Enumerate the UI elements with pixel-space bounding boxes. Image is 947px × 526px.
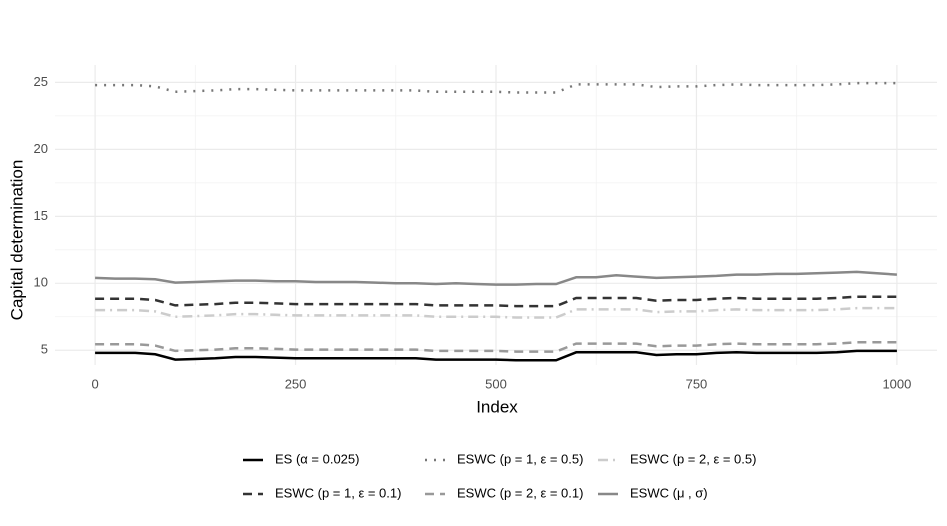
x-tick-label: 0 bbox=[91, 376, 98, 391]
x-tick-label: 500 bbox=[485, 376, 507, 391]
y-tick-label: 25 bbox=[34, 74, 48, 89]
series-line bbox=[95, 270, 897, 286]
x-tick-label: 750 bbox=[686, 376, 708, 391]
y-tick-label: 20 bbox=[34, 141, 48, 156]
y-axis-title: Capital determination bbox=[7, 160, 26, 321]
legend-label: ESWC (p = 2, ε = 0.1) bbox=[457, 485, 583, 500]
legend-label: ESWC (μ , σ) bbox=[630, 485, 708, 500]
x-tick-label: 250 bbox=[285, 376, 307, 391]
y-tick-label: 5 bbox=[41, 342, 48, 357]
x-tick-label: 1000 bbox=[882, 376, 911, 391]
series-line bbox=[95, 349, 897, 362]
series-line bbox=[95, 306, 897, 319]
legend-label: ES (α = 0.025) bbox=[275, 451, 359, 466]
y-tick-label: 10 bbox=[34, 275, 48, 290]
x-axis-title: Index bbox=[476, 397, 518, 416]
legend-label: ESWC (p = 1, ε = 0.1) bbox=[275, 485, 401, 500]
legend-label: ESWC (p = 2, ε = 0.5) bbox=[630, 451, 756, 466]
legend-label: ESWC (p = 1, ε = 0.5) bbox=[457, 451, 583, 466]
y-tick-label: 15 bbox=[34, 208, 48, 223]
